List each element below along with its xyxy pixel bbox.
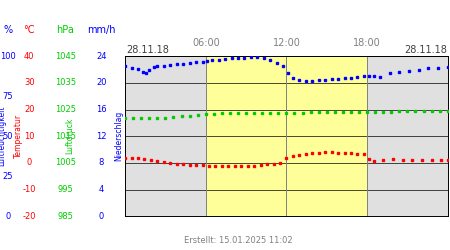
Text: 16: 16: [96, 105, 107, 114]
Text: 1045: 1045: [55, 52, 76, 61]
Text: 1025: 1025: [55, 105, 76, 114]
Text: 20: 20: [96, 78, 107, 88]
Text: 4: 4: [99, 185, 104, 194]
Text: 1005: 1005: [55, 158, 76, 168]
Text: 995: 995: [58, 185, 73, 194]
Text: 24: 24: [96, 52, 107, 61]
Text: 10: 10: [24, 132, 35, 141]
Text: Luftfeuchtigkeit: Luftfeuchtigkeit: [0, 106, 7, 166]
Text: 06:00: 06:00: [192, 38, 220, 48]
Bar: [206, 56, 367, 216]
Text: 100: 100: [0, 52, 16, 61]
Text: -20: -20: [22, 212, 36, 221]
Text: 0: 0: [27, 158, 32, 168]
Text: Niederschlag: Niederschlag: [115, 111, 124, 162]
Text: 8: 8: [99, 158, 104, 168]
Text: Temperatur: Temperatur: [14, 114, 22, 158]
Text: hPa: hPa: [56, 25, 74, 35]
Text: 985: 985: [57, 212, 73, 221]
Text: 0: 0: [5, 212, 11, 221]
Text: 40: 40: [24, 52, 35, 61]
Text: 1035: 1035: [55, 78, 76, 88]
Text: 75: 75: [3, 92, 14, 101]
Text: mm/h: mm/h: [87, 25, 116, 35]
Text: Luftdruck: Luftdruck: [65, 118, 74, 154]
Text: Erstellt: 15.01.2025 11:02: Erstellt: 15.01.2025 11:02: [184, 236, 292, 245]
Text: 30: 30: [24, 78, 35, 88]
Text: 50: 50: [3, 132, 14, 141]
Text: 28.11.18: 28.11.18: [126, 45, 169, 55]
Text: 1015: 1015: [55, 132, 76, 141]
Text: 28.11.18: 28.11.18: [404, 45, 447, 55]
Text: 12: 12: [96, 132, 107, 141]
Text: 0: 0: [99, 212, 104, 221]
Text: 18:00: 18:00: [353, 38, 381, 48]
Text: 20: 20: [24, 105, 35, 114]
Text: 25: 25: [3, 172, 14, 181]
Text: -10: -10: [22, 185, 36, 194]
Text: 12:00: 12:00: [273, 38, 300, 48]
Text: °C: °C: [23, 25, 35, 35]
Text: %: %: [4, 25, 13, 35]
